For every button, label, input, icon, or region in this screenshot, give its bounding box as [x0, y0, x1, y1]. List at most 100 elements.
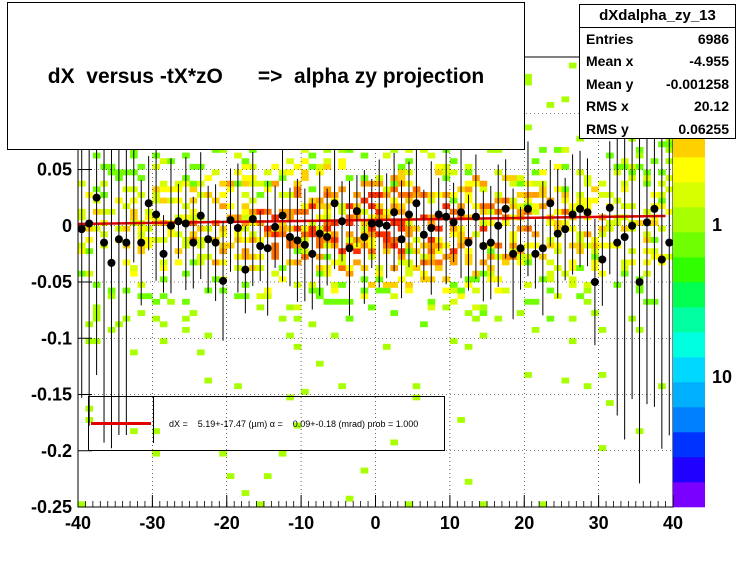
heatmap-cell [464, 478, 473, 485]
profile-point [628, 221, 637, 230]
heatmap-cell [301, 388, 309, 395]
heatmap-cell [256, 501, 265, 508]
heatmap-cell [338, 158, 346, 165]
heatmap-cell [464, 310, 473, 316]
profile-point [107, 258, 116, 267]
heatmap-cell [330, 287, 339, 294]
colorbar-segment [673, 357, 705, 383]
profile-point [204, 235, 213, 244]
heatmap-cell [323, 158, 332, 165]
profile-point [546, 199, 555, 208]
heatmap-cell [241, 214, 250, 221]
heatmap-cell [390, 439, 399, 446]
profile-point [144, 199, 153, 208]
heatmap-cell [479, 310, 488, 316]
x-tick-label: 40 [663, 513, 683, 533]
heatmap-cell [531, 180, 540, 187]
profile-points [77, 57, 674, 484]
heatmap-cell [583, 383, 592, 390]
heatmap-cell [323, 298, 332, 305]
heatmap-cell [316, 360, 324, 367]
heatmap-cell [405, 270, 413, 277]
stats-box: dXdalpha_zy_13 Entries 6986 Mean x -4.955 … [579, 4, 736, 139]
heatmap-cell [516, 203, 525, 210]
profile-point [315, 229, 324, 238]
profile-point [501, 204, 510, 213]
heatmap-cell [524, 298, 532, 305]
heatmap-cell [435, 265, 443, 271]
heatmap-cell [449, 338, 458, 345]
profile-point [561, 225, 570, 234]
heatmap-cell [464, 169, 473, 176]
heatmap-cell [219, 450, 227, 457]
heatmap-cell [472, 276, 480, 283]
colorbar-segment [673, 332, 705, 358]
heatmap-cell [494, 315, 503, 322]
profile-point [152, 210, 161, 219]
heatmap-cell [308, 186, 317, 193]
heatmap-cell [338, 282, 346, 288]
profile-point [486, 238, 495, 247]
profile-point [137, 238, 146, 247]
heatmap-cell [152, 450, 161, 457]
title-box: dX versus -tX*zO => alpha zy projection [7, 2, 525, 150]
heatmap-cell [397, 169, 406, 176]
heatmap-cell [353, 259, 361, 266]
y-tick-label: 0.05 [37, 160, 72, 180]
heatmap-cell [159, 158, 168, 165]
colorbar-segment [673, 307, 705, 333]
profile-point [427, 224, 436, 232]
colorbar-segment [673, 457, 705, 483]
heatmap-cell [472, 287, 480, 294]
heatmap-cell [345, 315, 354, 322]
heatmap-cell [152, 315, 161, 322]
heatmap-cell [345, 495, 354, 502]
heatmap-cell [420, 321, 428, 328]
stats-histogram-name: dXdalpha_zy_13 [580, 5, 735, 28]
heatmap-cell [412, 265, 421, 271]
x-tick-label: 10 [440, 513, 460, 533]
heatmap-cell [546, 287, 555, 294]
heatmap-cell [241, 163, 250, 170]
heatmap-cell [368, 282, 376, 288]
heatmap-cell [137, 163, 146, 170]
heatmap-cell [509, 180, 518, 187]
heatmap-cell [568, 62, 577, 69]
profile-point [196, 211, 205, 220]
heatmap-cell [256, 180, 265, 187]
profile-point [605, 203, 614, 212]
heatmap-cell [174, 180, 183, 187]
heatmap-cell [591, 186, 599, 193]
stats-value: -0.001258 [665, 75, 729, 92]
axes: -40 -30 -20 -10 0 10 20 30 40 -0.25 -0.2 -0.15 -0.1 -… [31, 103, 683, 533]
heatmap-cell [159, 338, 168, 345]
profile-point [538, 244, 547, 253]
heatmap-cell [159, 180, 168, 187]
heatmap-cell [561, 377, 570, 384]
profile-point [509, 249, 518, 258]
heatmap-cell [531, 169, 540, 176]
heatmap-cell [338, 383, 346, 390]
profile-point [650, 204, 659, 213]
heatmap-cell [472, 304, 480, 311]
profile-point [598, 255, 607, 264]
profile-point [248, 215, 257, 223]
profile-point [635, 278, 644, 286]
heatmap-cell [174, 259, 183, 266]
heatmap-cell [561, 147, 570, 153]
heatmap-cell [449, 169, 458, 176]
heatmap-cell [546, 270, 555, 277]
profile-point [211, 238, 220, 247]
heatmap-cell [189, 163, 198, 170]
heatmap-cell [598, 327, 607, 333]
heatmap-cell [204, 377, 213, 384]
profile-point [642, 218, 651, 227]
heatmap-cell [449, 282, 458, 288]
heatmap-cell [182, 298, 190, 305]
heatmap-cell [316, 293, 324, 300]
heatmap-cell [241, 192, 250, 198]
heatmap-cell [464, 163, 473, 170]
heatmap-cell [353, 248, 361, 255]
heatmap-cell [301, 169, 309, 176]
heatmap-cell [479, 332, 488, 339]
